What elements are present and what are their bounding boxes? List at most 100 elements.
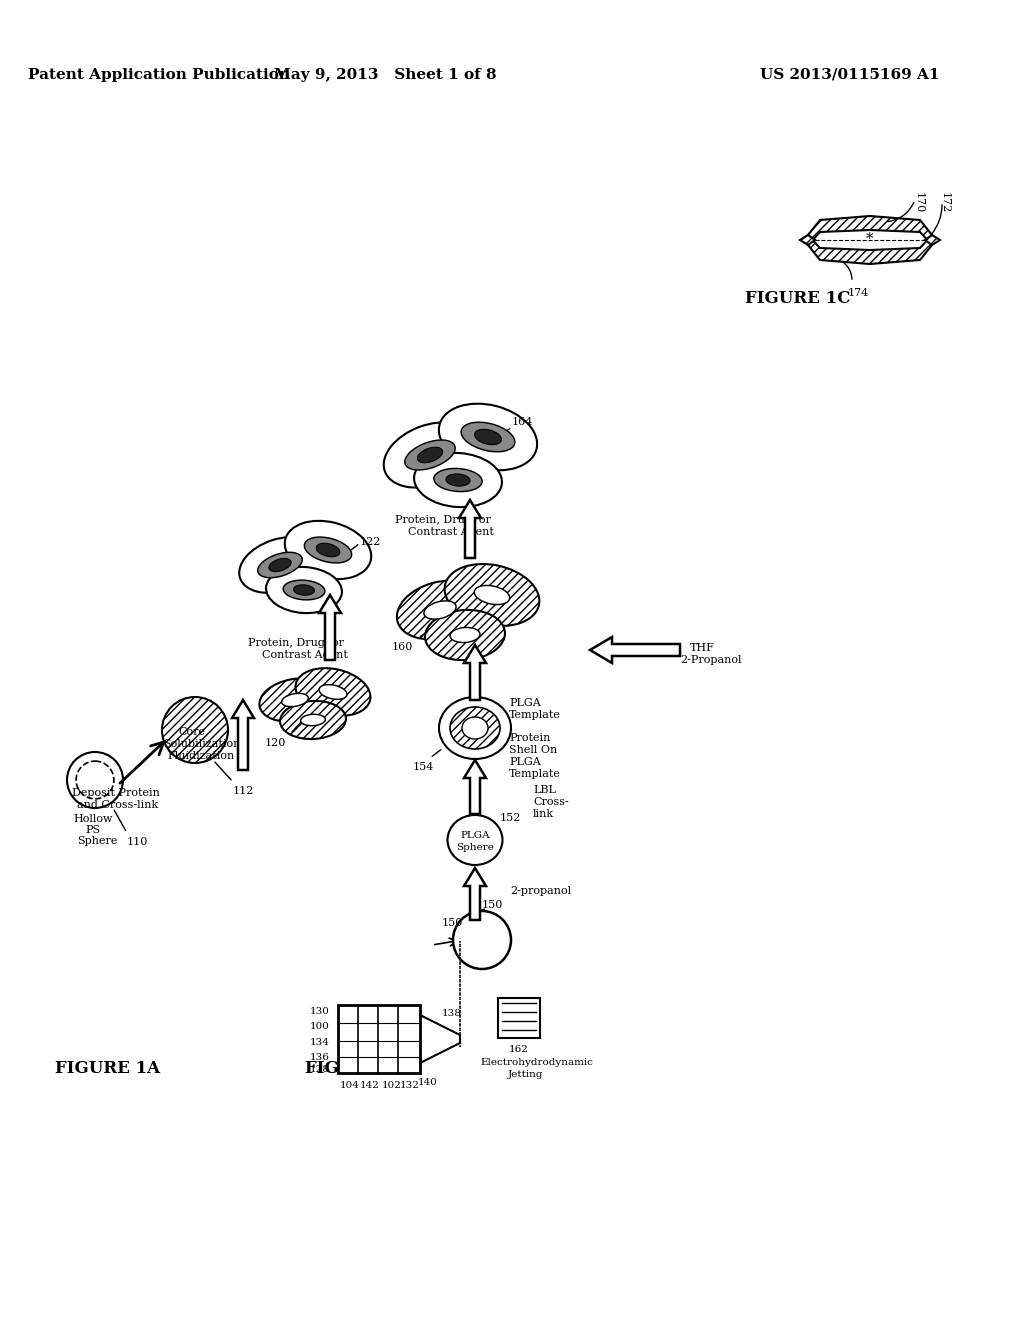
Text: Protein, Drug, or: Protein, Drug, or	[395, 515, 490, 525]
Ellipse shape	[280, 701, 346, 739]
Ellipse shape	[294, 585, 314, 595]
Ellipse shape	[474, 586, 510, 605]
Ellipse shape	[445, 474, 470, 486]
Text: Hollow: Hollow	[73, 814, 113, 824]
Text: 150: 150	[442, 917, 464, 928]
Bar	[498, 998, 540, 1038]
Ellipse shape	[384, 422, 476, 487]
Ellipse shape	[447, 814, 503, 865]
Text: FIGURE 1A: FIGURE 1A	[55, 1060, 160, 1077]
Ellipse shape	[266, 566, 342, 612]
Text: PLGA: PLGA	[460, 832, 489, 840]
Ellipse shape	[67, 752, 123, 808]
Text: FIGURE 1C: FIGURE 1C	[745, 290, 850, 308]
Ellipse shape	[284, 581, 325, 599]
Ellipse shape	[304, 537, 351, 562]
Ellipse shape	[162, 697, 228, 763]
Text: Contrast Agent: Contrast Agent	[262, 649, 348, 660]
Text: 110: 110	[127, 837, 148, 847]
Text: 134: 134	[310, 1038, 330, 1047]
Text: 104: 104	[340, 1081, 359, 1090]
Ellipse shape	[461, 422, 515, 451]
Text: 102: 102	[382, 1081, 401, 1090]
Text: 154: 154	[413, 762, 434, 772]
Bar	[338, 1005, 420, 1073]
Text: Template: Template	[509, 770, 561, 779]
Text: 112: 112	[233, 785, 254, 796]
Text: 2-Propanol: 2-Propanol	[680, 655, 741, 665]
Text: Protein: Protein	[509, 733, 550, 743]
Ellipse shape	[404, 440, 456, 470]
Ellipse shape	[285, 521, 372, 579]
Text: Contrast Agent: Contrast Agent	[408, 527, 494, 537]
Ellipse shape	[450, 627, 480, 643]
Text: Fluidization: Fluidization	[167, 751, 234, 762]
Text: 152: 152	[500, 813, 521, 822]
Text: PLGA: PLGA	[509, 698, 541, 708]
Ellipse shape	[425, 610, 505, 660]
Ellipse shape	[240, 537, 321, 593]
Ellipse shape	[453, 911, 511, 969]
Ellipse shape	[474, 429, 502, 445]
Text: Sphere: Sphere	[77, 836, 118, 846]
Text: 132: 132	[400, 1081, 420, 1090]
Text: 174: 174	[848, 288, 869, 298]
FancyArrow shape	[590, 638, 680, 663]
Polygon shape	[800, 235, 815, 246]
Text: 172: 172	[940, 191, 950, 214]
Text: PLGA: PLGA	[509, 756, 541, 767]
Text: 164: 164	[512, 417, 534, 426]
Text: 136: 136	[310, 1053, 330, 1063]
Ellipse shape	[444, 564, 540, 626]
Text: Core: Core	[178, 727, 205, 737]
Ellipse shape	[316, 544, 340, 557]
Text: US 2013/0115169 A1: US 2013/0115169 A1	[760, 69, 939, 82]
Ellipse shape	[301, 714, 326, 726]
Ellipse shape	[462, 717, 488, 739]
Polygon shape	[925, 235, 940, 246]
FancyArrow shape	[464, 645, 486, 700]
Ellipse shape	[439, 404, 538, 470]
Ellipse shape	[319, 685, 347, 700]
Ellipse shape	[439, 697, 511, 759]
Text: Sphere: Sphere	[456, 843, 494, 851]
Text: Deposit Protein: Deposit Protein	[72, 788, 160, 799]
Ellipse shape	[259, 678, 331, 722]
Text: link: link	[534, 809, 554, 818]
Text: Electrohydrodynamic: Electrohydrodynamic	[480, 1059, 593, 1067]
Text: FIGURE 1B: FIGURE 1B	[305, 1060, 412, 1077]
Text: May 9, 2013   Sheet 1 of 8: May 9, 2013 Sheet 1 of 8	[273, 69, 497, 82]
Text: and Cross-link: and Cross-link	[77, 800, 159, 810]
Text: 138: 138	[442, 1008, 462, 1018]
Polygon shape	[808, 216, 932, 246]
Text: 100: 100	[310, 1022, 330, 1031]
Text: 150: 150	[482, 900, 504, 909]
Text: Patent Application Publication: Patent Application Publication	[28, 69, 290, 82]
Text: THF: THF	[690, 643, 715, 653]
Text: 140: 140	[418, 1078, 438, 1086]
Ellipse shape	[414, 453, 502, 507]
Ellipse shape	[434, 469, 482, 491]
Ellipse shape	[418, 447, 442, 463]
Text: 2-propanol: 2-propanol	[510, 886, 571, 896]
Text: 130: 130	[310, 1007, 330, 1016]
Text: 128: 128	[310, 1065, 330, 1074]
Text: 142: 142	[360, 1081, 380, 1090]
Text: Solubilization/: Solubilization/	[163, 739, 244, 748]
Text: Jetting: Jetting	[508, 1071, 544, 1078]
Ellipse shape	[269, 558, 291, 572]
Text: LBL: LBL	[534, 785, 556, 795]
Ellipse shape	[296, 668, 371, 715]
Text: PS: PS	[85, 825, 100, 836]
Ellipse shape	[397, 581, 483, 639]
Text: Protein, Drug, or: Protein, Drug, or	[248, 638, 344, 648]
Text: Shell On: Shell On	[509, 744, 557, 755]
FancyArrow shape	[464, 869, 486, 920]
Ellipse shape	[424, 601, 456, 619]
Text: 122: 122	[360, 537, 381, 546]
Text: Cross-: Cross-	[534, 797, 568, 807]
Text: 120: 120	[265, 738, 287, 748]
Polygon shape	[808, 235, 932, 264]
Ellipse shape	[282, 693, 308, 706]
Ellipse shape	[450, 708, 500, 748]
